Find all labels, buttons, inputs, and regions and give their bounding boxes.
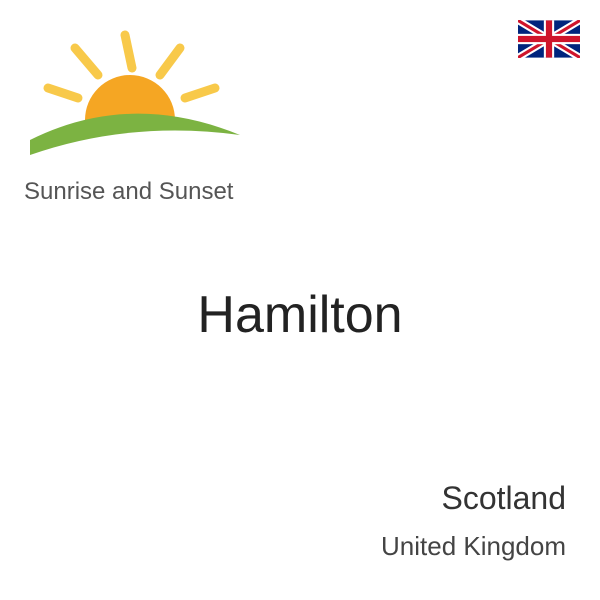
- uk-flag-icon: [518, 20, 580, 58]
- location-block: Scotland United Kingdom: [381, 480, 566, 562]
- site-title: Sunrise and Sunset: [24, 178, 280, 206]
- region-label: Scotland: [381, 480, 566, 517]
- logo-area: Sunrise and Sunset: [20, 20, 280, 206]
- sunrise-icon: [20, 20, 250, 170]
- city-name: Hamilton: [0, 285, 600, 345]
- country-label: United Kingdom: [381, 531, 566, 562]
